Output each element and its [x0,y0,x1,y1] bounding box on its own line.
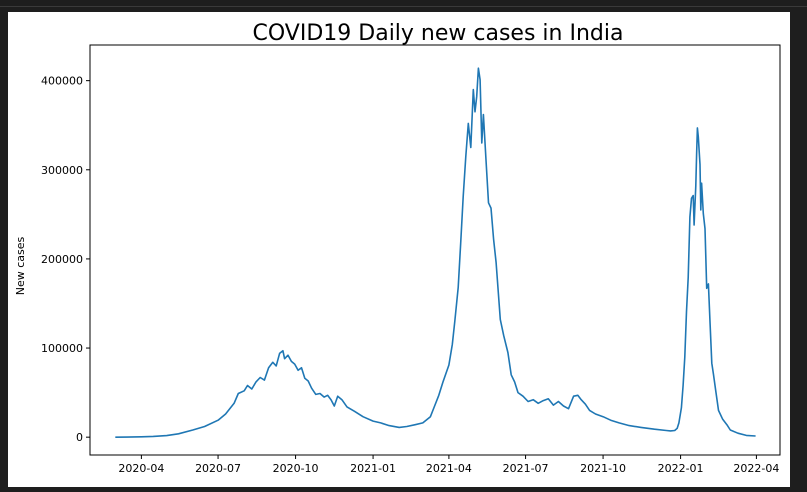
x-tick-label: 2021-01 [350,462,396,475]
x-tick-label: 2022-01 [658,462,704,475]
figure-canvas: COVID19 Daily new cases in India New cas… [8,12,790,487]
x-tick-label: 2020-10 [273,462,319,475]
x-tick-label: 2022-04 [733,462,779,475]
x-tick-label: 2020-07 [195,462,241,475]
y-tick-label: 100000 [41,342,83,355]
plot-area [115,67,756,438]
y-tick-label: 300000 [41,164,83,177]
x-tick-label: 2021-04 [426,462,472,475]
axes-frame [89,44,781,456]
y-tick-label: 0 [76,431,83,444]
y-tick-label: 400000 [41,75,83,88]
x-tick-label: 2021-07 [503,462,549,475]
chart-title: COVID19 Daily new cases in India [253,21,624,46]
cell-divider [0,0,807,7]
series-line-new-cases [115,67,756,438]
axis-ticks: 0 100000 200000 300000 400000 2020-04 2020-07 2… [41,75,779,475]
x-tick-label: 2021-10 [580,462,626,475]
x-tick-label: 2020-04 [118,462,164,475]
y-axis-label: New cases [14,236,27,295]
y-tick-label: 200000 [41,253,83,266]
line-chart: COVID19 Daily new cases in India New cas… [14,21,781,475]
